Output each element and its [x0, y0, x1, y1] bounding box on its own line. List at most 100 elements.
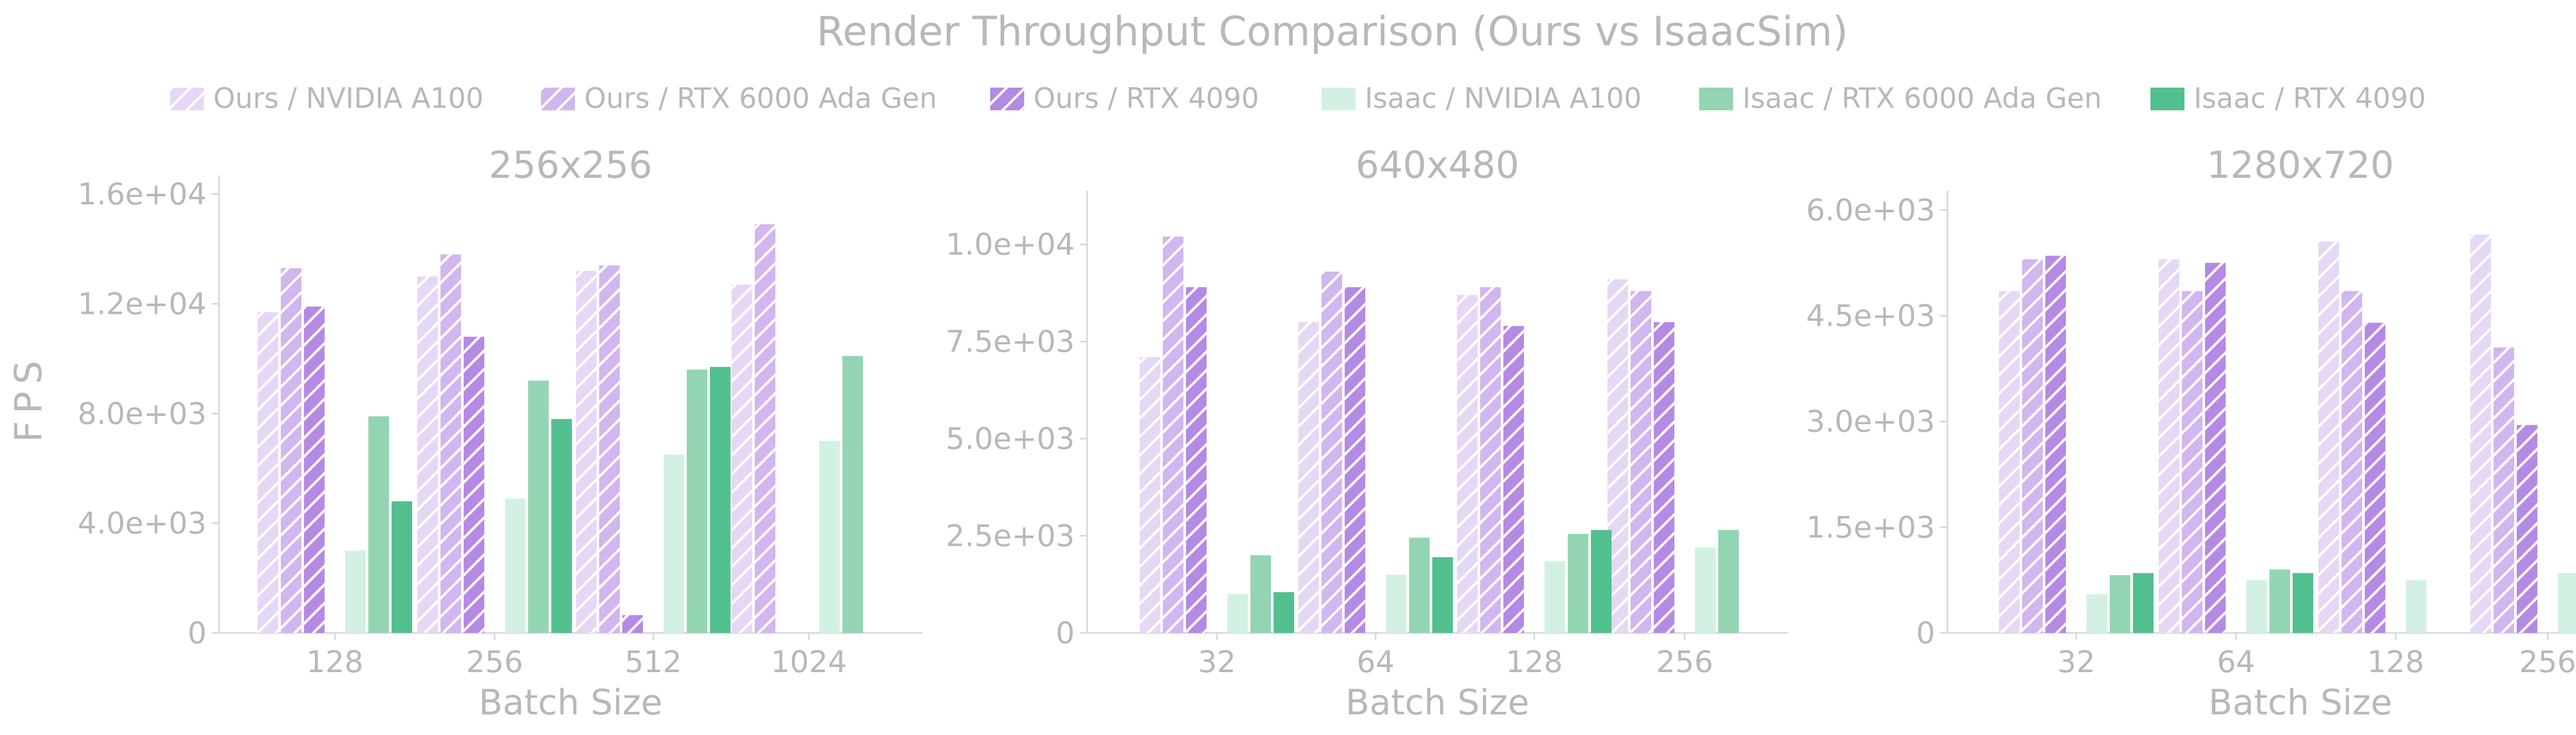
x-tick-label: 32	[2057, 644, 2095, 679]
y-tick-label: 1.5e+03	[1806, 510, 1935, 545]
bar	[1227, 594, 1248, 633]
legend-label: Ours / NVIDIA A100	[213, 82, 483, 114]
x-tick-label: 64	[2217, 644, 2255, 679]
bar-hatch	[1503, 326, 1524, 633]
legend-label: Isaac / RTX 6000 Ada Gen	[1742, 82, 2102, 114]
bar-hatch	[2365, 323, 2385, 633]
x-tick-label: 32	[1198, 644, 1236, 679]
bar	[842, 356, 863, 633]
bar-hatch	[417, 276, 438, 633]
bar-hatch	[2022, 259, 2043, 633]
y-tick-label: 1.2e+04	[78, 286, 207, 321]
bar-hatch	[622, 615, 643, 633]
bar-hatch	[2182, 291, 2202, 633]
bar-hatch	[1457, 295, 1478, 633]
x-tick-label: 1024	[771, 644, 847, 679]
bar	[710, 366, 731, 633]
x-tick-label: 128	[307, 644, 364, 679]
bar	[1274, 592, 1294, 633]
y-tick-label: 6.0e+03	[1806, 192, 1935, 227]
bar	[2558, 573, 2576, 633]
bar	[2133, 573, 2154, 633]
bar-hatch	[2318, 241, 2339, 633]
x-tick-label: 128	[2367, 644, 2425, 679]
bar	[1432, 557, 1453, 633]
legend-swatch-hatch	[170, 88, 204, 110]
y-tick-label: 5.0e+03	[946, 421, 1075, 456]
legend-label: Ours / RTX 6000 Ada Gen	[584, 82, 937, 114]
bar-hatch	[1298, 322, 1319, 633]
bar	[687, 370, 707, 633]
y-tick-label: 0	[1056, 615, 1075, 650]
bar-hatch	[1186, 287, 1207, 633]
x-tick-label: 128	[1506, 644, 1563, 679]
legend-item: Isaac / NVIDIA A100	[1321, 82, 1641, 114]
bar	[1695, 547, 1716, 633]
bar	[1591, 530, 1612, 633]
bar	[551, 419, 572, 633]
legend-swatch-hatch	[990, 88, 1024, 110]
bar	[505, 498, 526, 633]
bar-hatch	[281, 268, 301, 633]
legend-item: Isaac / RTX 4090	[2150, 82, 2426, 114]
bar-hatch	[1480, 287, 1501, 633]
panel-title: 256x256	[489, 143, 652, 187]
legend-label: Ours / RTX 4090	[1033, 82, 1259, 114]
x-axis-label: Batch Size	[479, 682, 663, 723]
legend-swatch	[1321, 88, 1355, 110]
legend-item: Ours / RTX 6000 Ada Gen	[541, 82, 937, 114]
y-tick-label: 7.5e+03	[946, 324, 1075, 359]
bar-hatch	[304, 306, 325, 633]
bar	[2087, 594, 2107, 633]
legend-label: Isaac / RTX 4090	[2194, 82, 2426, 114]
bar-hatch	[732, 285, 752, 633]
x-axis-label: Batch Size	[1346, 682, 1530, 723]
legend-swatch	[2150, 88, 2184, 110]
bar	[2110, 575, 2130, 633]
bar-hatch	[1999, 291, 2020, 633]
chart-panels: 256x256 0 4.0e+03 8.0e+03 1.2e+04 1.6e+04 128 2…	[78, 143, 2576, 723]
legend-item: Ours / RTX 4090	[990, 82, 1259, 114]
chart-legend: Ours / NVIDIA A100 Ours / RTX 6000 Ada Ge…	[170, 82, 2426, 114]
bar-hatch	[2045, 256, 2066, 633]
bar-hatch	[2342, 291, 2362, 633]
bar-hatch	[2470, 235, 2491, 633]
bar	[1250, 555, 1271, 633]
y-tick-label: 1.0e+04	[946, 227, 1075, 262]
bar-hatch	[2159, 259, 2179, 633]
legend-swatch	[1699, 88, 1733, 110]
x-tick-label: 256	[1656, 644, 1714, 679]
bar-hatch	[599, 265, 620, 633]
bar	[2406, 580, 2427, 633]
y-tick-label: 0	[188, 615, 207, 650]
bar	[819, 441, 840, 633]
bar	[528, 380, 549, 633]
bar	[2293, 573, 2313, 633]
chart-panel: 640x480 0 2.5e+03 5.0e+03 7.5e+03 1.0e+04 32 64…	[946, 143, 1788, 723]
chart-panel: 256x256 0 4.0e+03 8.0e+03 1.2e+04 1.6e+04 128 2…	[78, 143, 922, 723]
bar-hatch	[464, 337, 484, 633]
y-axis-label: FPS	[7, 354, 50, 443]
bar	[345, 550, 366, 633]
chart-title: Render Throughput Comparison (Ours vs Is…	[817, 9, 1848, 55]
bar	[392, 501, 412, 633]
legend-swatch-hatch	[541, 88, 575, 110]
y-tick-label: 8.0e+03	[78, 396, 207, 431]
bar	[664, 455, 684, 633]
x-tick-label: 256	[466, 644, 523, 679]
bar	[1718, 530, 1739, 633]
legend-item: Isaac / RTX 6000 Ada Gen	[1699, 82, 2102, 114]
bar	[2246, 580, 2267, 633]
panel-title: 640x480	[1355, 143, 1519, 187]
bar-hatch	[755, 224, 775, 633]
y-tick-label: 2.5e+03	[946, 519, 1075, 554]
chart-panel: 1280x720 0 1.5e+03 3.0e+03 4.5e+03 6.0e+03 32 6…	[1806, 143, 2576, 723]
bar	[368, 416, 389, 633]
legend-item: Ours / NVIDIA A100	[170, 82, 483, 114]
bar-hatch	[576, 271, 597, 633]
y-tick-label: 1.6e+04	[78, 177, 207, 212]
x-axis-label: Batch Size	[2209, 682, 2393, 723]
bar-hatch	[1321, 271, 1342, 633]
bar	[1545, 561, 1565, 633]
